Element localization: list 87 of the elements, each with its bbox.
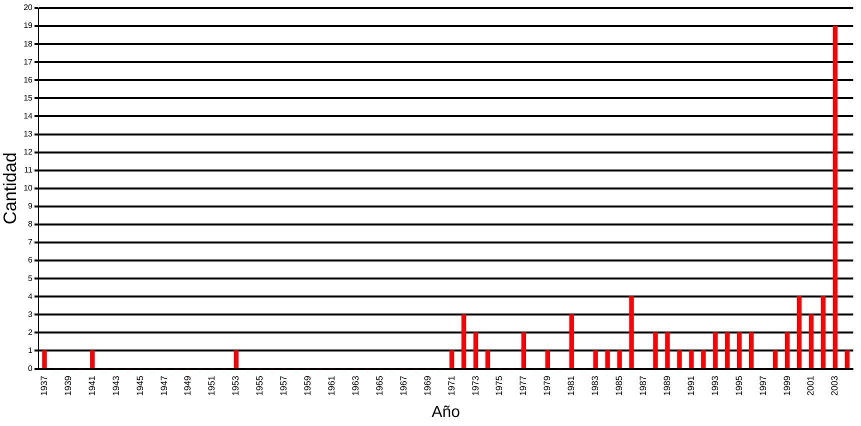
x-tick-label: 2003 xyxy=(830,376,840,396)
bar xyxy=(701,350,706,368)
bar xyxy=(808,314,814,368)
bar xyxy=(796,296,802,368)
x-tick-label: 1963 xyxy=(350,376,360,396)
bar xyxy=(90,350,95,368)
x-tick-label: 1947 xyxy=(158,376,169,396)
y-tick-label: 6 xyxy=(28,256,34,265)
x-tick-label: 1999 xyxy=(782,376,792,396)
y-tick-label: 10 xyxy=(24,184,34,193)
x-tick-label: 1945 xyxy=(134,376,145,396)
bar xyxy=(449,350,454,368)
y-tick-label: 14 xyxy=(24,111,34,120)
y-tick-label: 20 xyxy=(24,3,34,12)
y-tick-label: 8 xyxy=(28,220,34,229)
x-tick-label: 1957 xyxy=(278,376,289,396)
y-axis-title: Cantidad xyxy=(0,152,20,224)
x-tick-label: 1987 xyxy=(638,376,648,396)
bar xyxy=(737,332,742,368)
y-tick-label: 12 xyxy=(24,148,34,157)
x-tick-label: 1955 xyxy=(254,376,265,396)
x-tick-label: 1973 xyxy=(470,376,480,396)
y-tick-label: 16 xyxy=(24,75,34,84)
y-tick-label: 15 xyxy=(24,93,34,102)
x-tick-label: 1937 xyxy=(38,376,49,396)
bar xyxy=(593,350,598,368)
y-tick-label: 9 xyxy=(28,202,34,211)
bar xyxy=(545,350,550,368)
bar xyxy=(749,332,754,368)
x-axis-title: Año xyxy=(432,404,460,421)
bar xyxy=(617,350,622,368)
bar xyxy=(689,350,694,368)
y-tick-label: 4 xyxy=(28,292,34,301)
x-tick-label: 1981 xyxy=(566,376,576,396)
bar xyxy=(725,332,730,368)
x-tick-label: 1953 xyxy=(230,376,241,396)
bar xyxy=(713,332,718,368)
x-tick-label: 1991 xyxy=(686,376,696,396)
bar xyxy=(473,332,478,368)
bar xyxy=(772,350,778,368)
x-tick-label: 1965 xyxy=(374,376,384,396)
x-tick-label: 1989 xyxy=(662,376,672,396)
x-tick-label: 1959 xyxy=(302,376,313,396)
bar xyxy=(485,350,490,368)
x-tick-label: 1983 xyxy=(590,376,600,396)
x-tick-label: 1969 xyxy=(422,376,432,396)
bar xyxy=(521,332,526,368)
bar xyxy=(677,350,682,368)
x-tick-label: 1951 xyxy=(206,376,217,396)
y-tick-label: 1 xyxy=(28,346,34,355)
y-tick-label: 7 xyxy=(28,238,34,247)
y-tick-label: 3 xyxy=(28,310,34,319)
bar xyxy=(653,332,658,368)
x-tick-label: 1943 xyxy=(110,376,121,396)
bar xyxy=(784,332,790,368)
y-tick-label: 13 xyxy=(24,129,34,138)
x-tick-label: 1949 xyxy=(182,376,193,396)
x-tick-label: 1985 xyxy=(614,376,624,396)
y-tick-label: 19 xyxy=(24,21,34,30)
bar xyxy=(665,332,670,368)
x-tick-label: 1975 xyxy=(494,376,504,396)
x-tick-label: 1967 xyxy=(398,376,408,396)
bar xyxy=(844,350,850,368)
bar xyxy=(234,350,239,368)
x-tick-label: 1977 xyxy=(518,376,528,396)
x-tick-label: 1939 xyxy=(62,376,73,396)
x-tick-label: 1997 xyxy=(758,376,768,396)
y-tick-label: 2 xyxy=(28,328,34,337)
x-tick-label: 1979 xyxy=(542,376,552,396)
x-tick-label: 2001 xyxy=(806,376,816,396)
y-tick-label: 5 xyxy=(28,274,34,283)
bar xyxy=(569,314,574,368)
x-tick-label: 1941 xyxy=(86,376,97,396)
x-tick-label: 1961 xyxy=(326,376,336,396)
bar xyxy=(42,350,47,368)
y-tick-label: 17 xyxy=(24,57,34,66)
y-tick-label: 18 xyxy=(24,39,34,48)
bar xyxy=(605,350,610,368)
y-tick-label: 0 xyxy=(28,364,34,373)
x-tick-label: 1993 xyxy=(710,376,720,396)
bar xyxy=(832,26,838,368)
bar xyxy=(629,296,634,368)
x-tick-label: 1995 xyxy=(734,376,744,396)
bar xyxy=(820,296,826,368)
x-tick-label: 1971 xyxy=(446,376,456,396)
y-tick-label: 11 xyxy=(24,166,34,175)
bar xyxy=(461,314,466,368)
